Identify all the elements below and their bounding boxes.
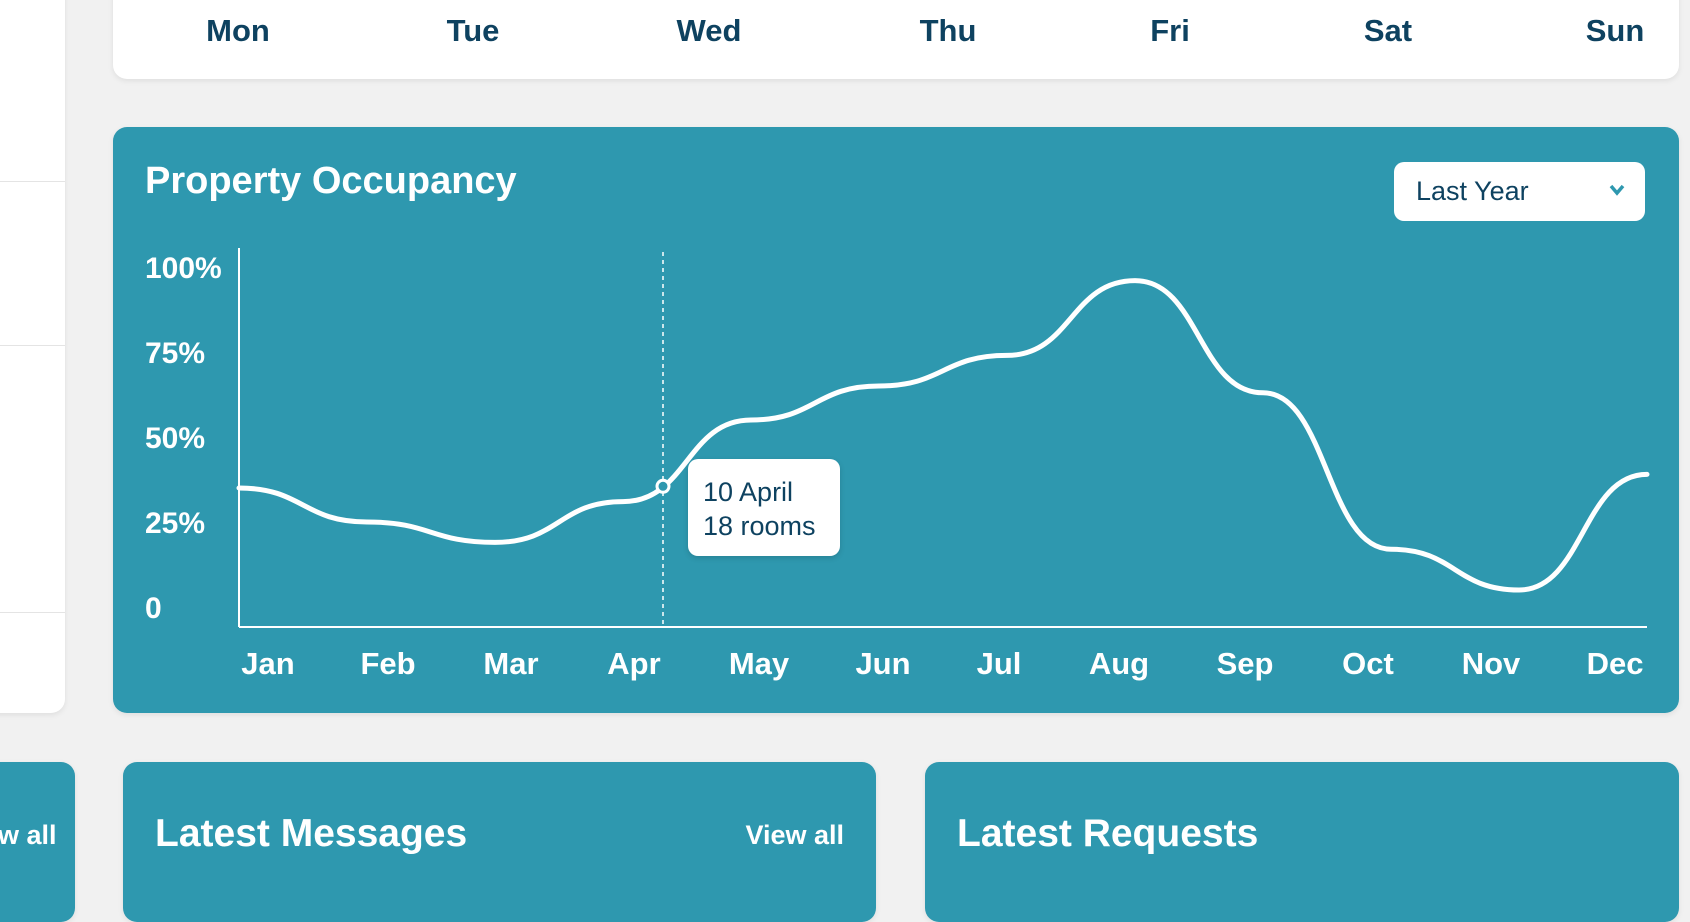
day-tue[interactable]: Tue (446, 13, 500, 48)
divider (0, 345, 65, 346)
day-mon[interactable]: Mon (206, 13, 270, 48)
tooltip-value: 18 rooms (703, 511, 816, 541)
chevron-down-icon (1609, 184, 1625, 196)
chart-title: Property Occupancy (145, 160, 517, 202)
latest-requests-title: Latest Requests (957, 812, 1259, 855)
day-wed[interactable]: Wed (676, 13, 742, 48)
divider (0, 612, 65, 613)
side-card (0, 0, 65, 713)
messages-view-all-link[interactable]: View all (745, 820, 844, 850)
day-thu[interactable]: Thu (919, 13, 977, 48)
range-select-value: Last Year (1416, 176, 1529, 206)
chart-tooltip: 10 April 18 rooms (688, 459, 840, 556)
range-select[interactable]: Last Year (1394, 162, 1645, 221)
divider (0, 181, 65, 182)
day-sat[interactable]: Sat (1363, 13, 1413, 48)
view-all-link[interactable]: w all (0, 820, 57, 850)
weekday-card (113, 0, 1679, 79)
day-sun[interactable]: Sun (1585, 13, 1645, 48)
day-fri[interactable]: Fri (1150, 13, 1190, 48)
tooltip-date: 10 April (703, 477, 794, 507)
latest-messages-title: Latest Messages (155, 812, 468, 855)
